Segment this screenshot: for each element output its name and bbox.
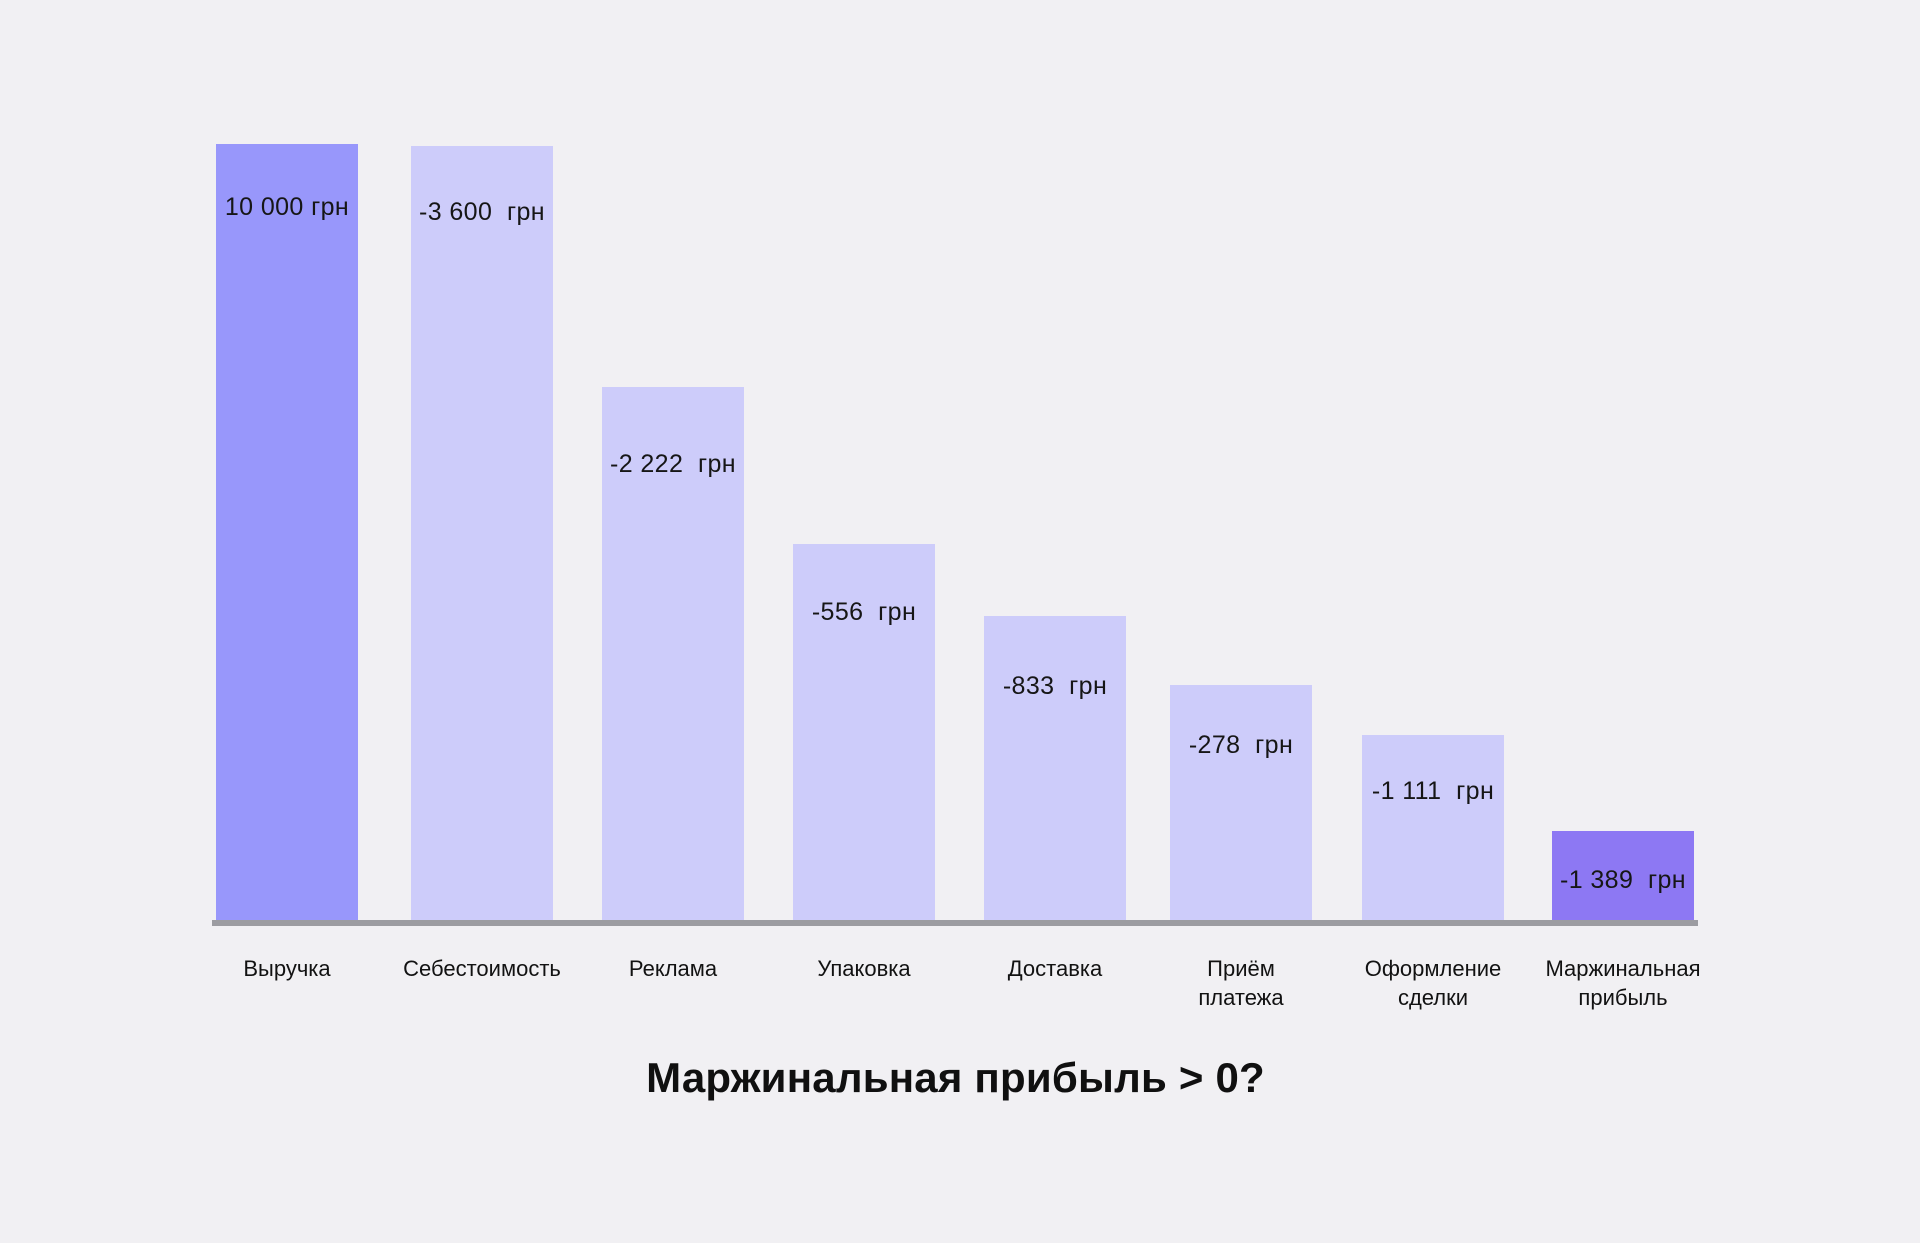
- bar-1: 10 000 грн: [216, 144, 358, 922]
- bar-category-label: Упаковка: [817, 956, 911, 981]
- bar-value-label: -2 222 грн: [609, 450, 737, 478]
- bar-value-label: 10 000 грн: [224, 193, 350, 221]
- bar-value-label: -556 грн: [811, 598, 917, 626]
- bar-6: -278 грн: [1170, 685, 1312, 922]
- bar-category-label: Выручка: [243, 956, 331, 981]
- bar-7: -1 111 грн: [1362, 735, 1504, 922]
- bar-category-label: Маржинальная прибыль: [1545, 956, 1701, 1010]
- bar-value-label: -833 грн: [1002, 672, 1108, 700]
- bar-value-label: -3 600 грн: [418, 198, 546, 226]
- bar-8: -1 389 грн: [1552, 831, 1694, 922]
- bar-value-label: -1 111 грн: [1371, 777, 1495, 805]
- x-axis-line: [212, 920, 1698, 926]
- chart-title: Маржинальная прибыль > 0?: [646, 1054, 1265, 1101]
- bar-category-label: Реклама: [628, 956, 718, 981]
- bar-category-label: Себестоимость: [403, 956, 561, 981]
- bar-4: -556 грн: [793, 544, 935, 922]
- bar-value-label: -1 389 грн: [1559, 866, 1687, 894]
- bar-category-label: Оформление сделки: [1364, 956, 1502, 1010]
- bar-2: -3 600 грн: [411, 146, 553, 922]
- bar-value-label: -278 грн: [1188, 731, 1294, 759]
- bar-5: -833 грн: [984, 616, 1126, 922]
- bar-category-label: Доставка: [1007, 956, 1103, 981]
- bar-category-label: Приём платежа: [1198, 956, 1284, 1010]
- bar-3: -2 222 грн: [602, 387, 744, 922]
